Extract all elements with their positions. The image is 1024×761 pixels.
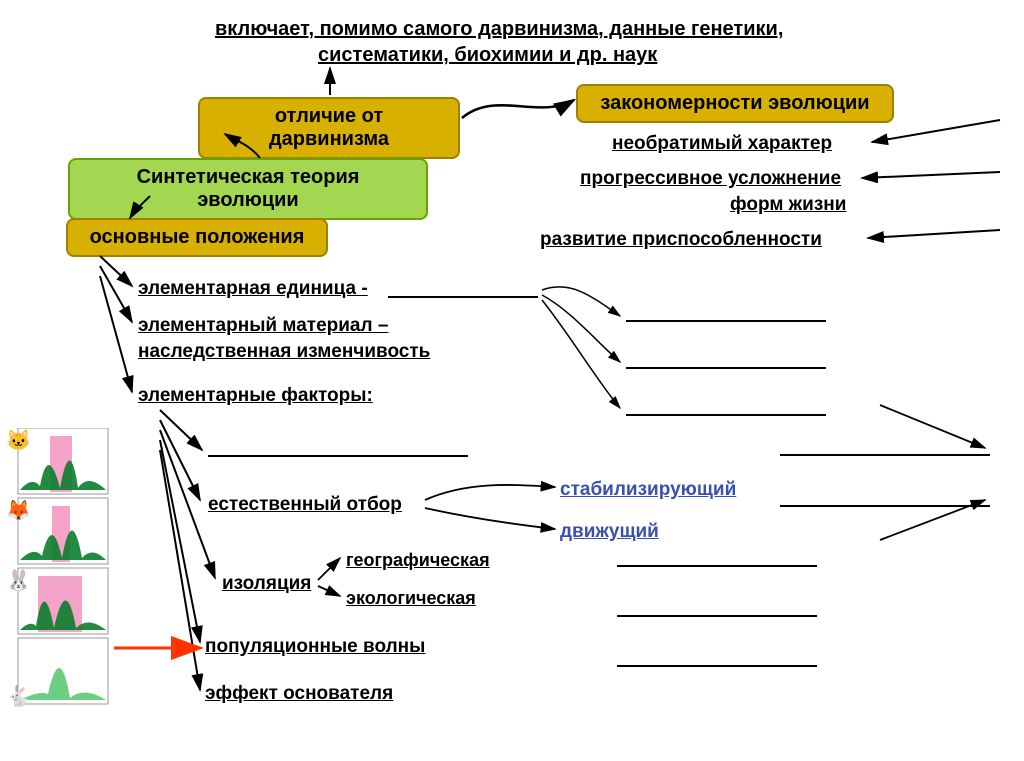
animal-1: 🐱 xyxy=(6,428,38,452)
right-item-2b: форм жизни xyxy=(730,194,846,216)
blank-r1 xyxy=(626,320,826,322)
blank-r4 xyxy=(780,454,990,456)
item-geo: географическая xyxy=(346,550,490,571)
animal-4: 🐇 xyxy=(6,684,38,708)
blank-r5 xyxy=(780,505,990,507)
box-synth: Синтетическая теория эволюции xyxy=(68,158,428,220)
box-laws-label: закономерности эволюции xyxy=(600,92,869,114)
box-laws: закономерности эволюции xyxy=(576,84,894,123)
blank-r2 xyxy=(626,367,826,369)
box-main-label: основные положения xyxy=(90,226,305,248)
item-founder: эффект основателя xyxy=(205,683,393,705)
right-item-1: необратимый характер xyxy=(612,133,832,155)
box-synth-label: Синтетическая теория эволюции xyxy=(137,166,360,211)
animal-3: 🐰 xyxy=(6,568,38,592)
right-item-3: развитие приспособленности xyxy=(540,229,822,251)
blank-r8 xyxy=(617,665,817,667)
item-eco: экологическая xyxy=(346,588,476,609)
blank-unit xyxy=(388,296,538,298)
item-isolation: изоляция xyxy=(222,573,311,595)
blank-r7 xyxy=(617,615,817,617)
item-selection: естественный отбор xyxy=(208,494,402,516)
box-main: основные положения xyxy=(66,218,328,257)
link-driving: движущий xyxy=(560,521,659,543)
box-diff: отличие от дарвинизма xyxy=(198,97,460,159)
blank-r6 xyxy=(617,565,817,567)
item-waves: популяционные волны xyxy=(205,636,425,658)
right-item-2a: прогрессивное усложнение xyxy=(580,168,841,190)
item-unit: элементарная единица - xyxy=(138,278,368,300)
header-line2: систематики, биохимии и др. наук xyxy=(318,44,657,67)
animal-2: 🦊 xyxy=(6,498,38,522)
item-material2: наследственная изменчивость xyxy=(138,341,430,363)
box-diff-label: отличие от дарвинизма xyxy=(269,105,389,150)
blank-r3 xyxy=(626,414,826,416)
header-line1: включает, помимо самого дарвинизма, данн… xyxy=(215,18,783,41)
item-material1: элементарный материал – xyxy=(138,315,388,337)
blank-factor1 xyxy=(208,455,468,457)
item-factors: элементарные факторы: xyxy=(138,385,373,407)
link-stabilizing: стабилизирующий xyxy=(560,479,736,501)
